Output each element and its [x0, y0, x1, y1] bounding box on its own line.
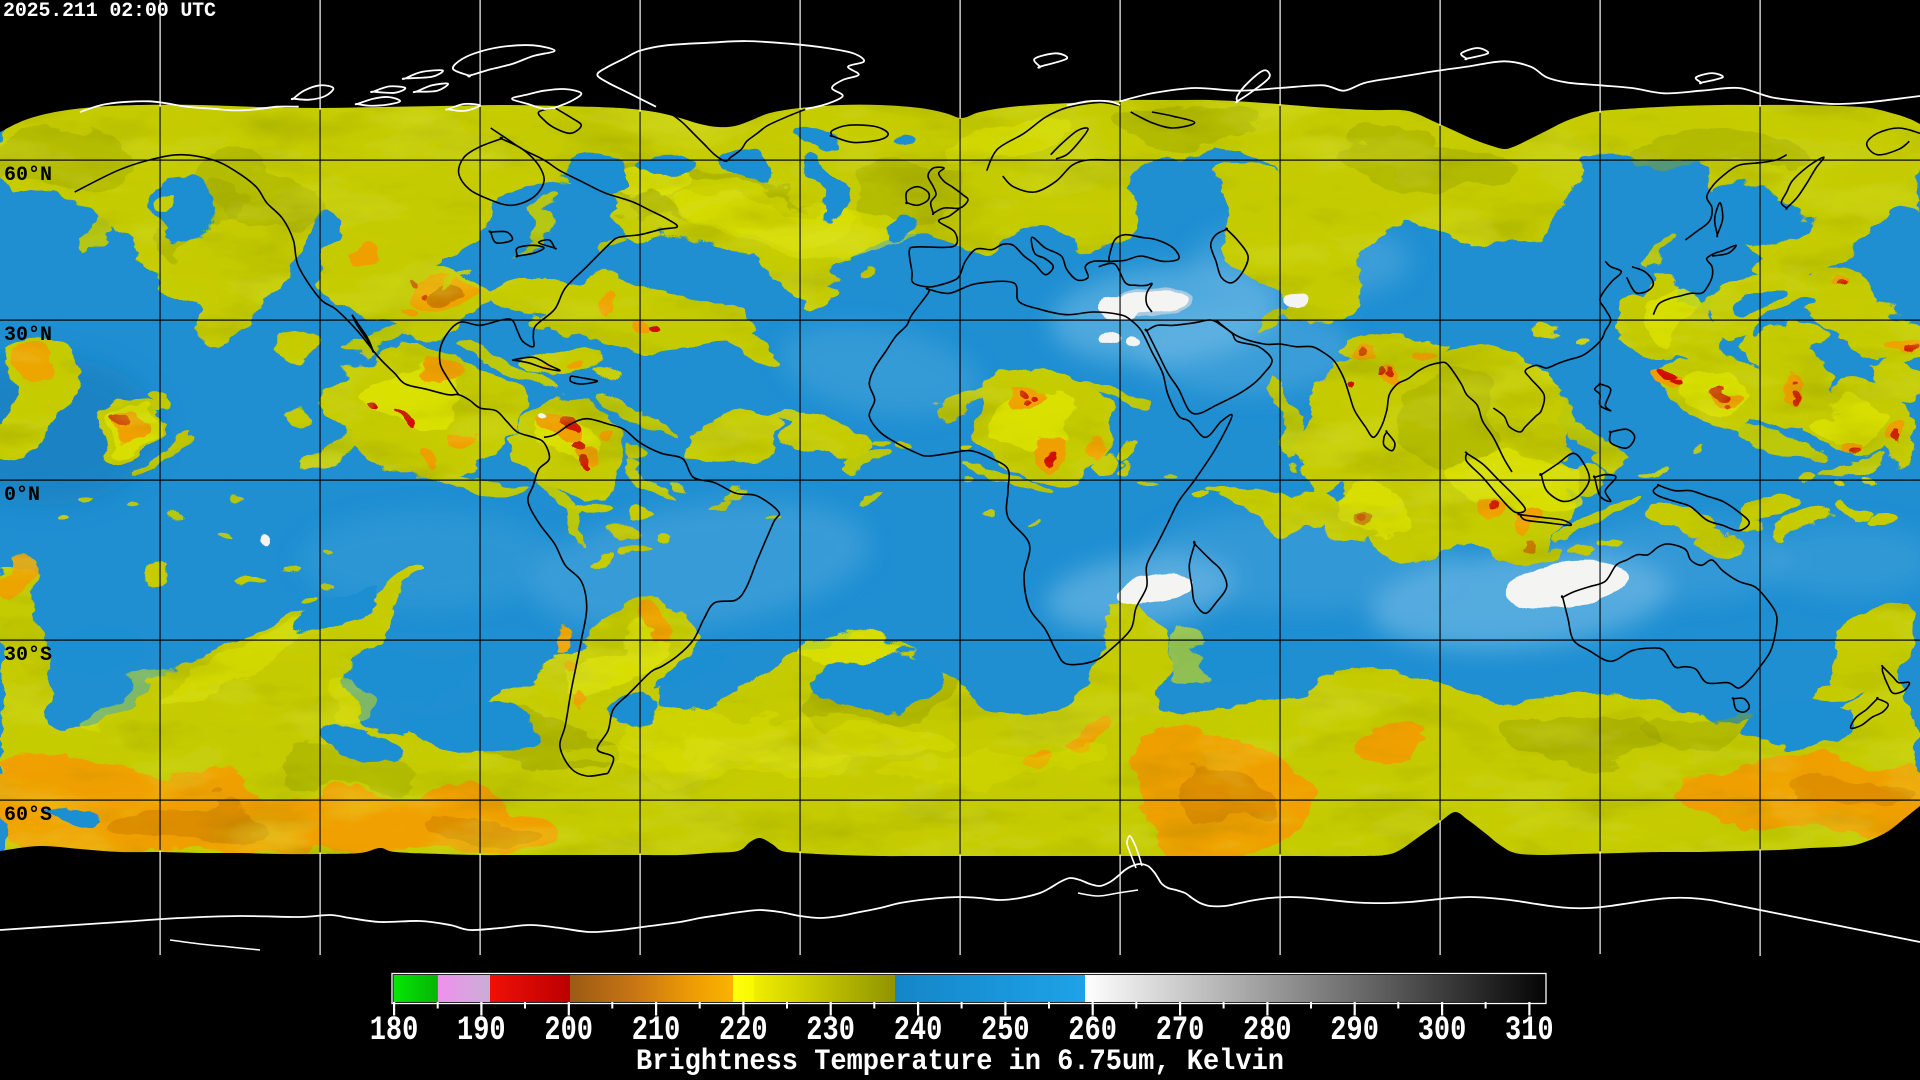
svg-text:60°N: 60°N — [4, 164, 52, 187]
svg-text:190: 190 — [457, 1011, 506, 1050]
svg-text:280: 280 — [1243, 1011, 1292, 1050]
svg-text:260: 260 — [1068, 1011, 1117, 1050]
svg-text:210: 210 — [632, 1011, 681, 1050]
svg-text:2025.211 02:00 UTC: 2025.211 02:00 UTC — [3, 0, 216, 23]
svg-text:180: 180 — [370, 1011, 419, 1050]
svg-text:310: 310 — [1505, 1011, 1554, 1050]
svg-text:250: 250 — [981, 1011, 1030, 1050]
svg-text:220: 220 — [719, 1011, 768, 1050]
svg-text:240: 240 — [894, 1011, 943, 1050]
svg-text:30°N: 30°N — [4, 324, 52, 347]
svg-text:290: 290 — [1330, 1011, 1379, 1050]
svg-text:30°S: 30°S — [4, 644, 52, 667]
svg-text:270: 270 — [1156, 1011, 1205, 1050]
svg-text:230: 230 — [806, 1011, 855, 1050]
svg-text:60°S: 60°S — [4, 804, 52, 827]
svg-text:0°N: 0°N — [4, 484, 40, 507]
svg-text:300: 300 — [1418, 1011, 1467, 1050]
svg-text:Brightness Temperature in 6.75: Brightness Temperature in 6.75um, Kelvin — [636, 1044, 1284, 1079]
svg-text:200: 200 — [544, 1011, 593, 1050]
